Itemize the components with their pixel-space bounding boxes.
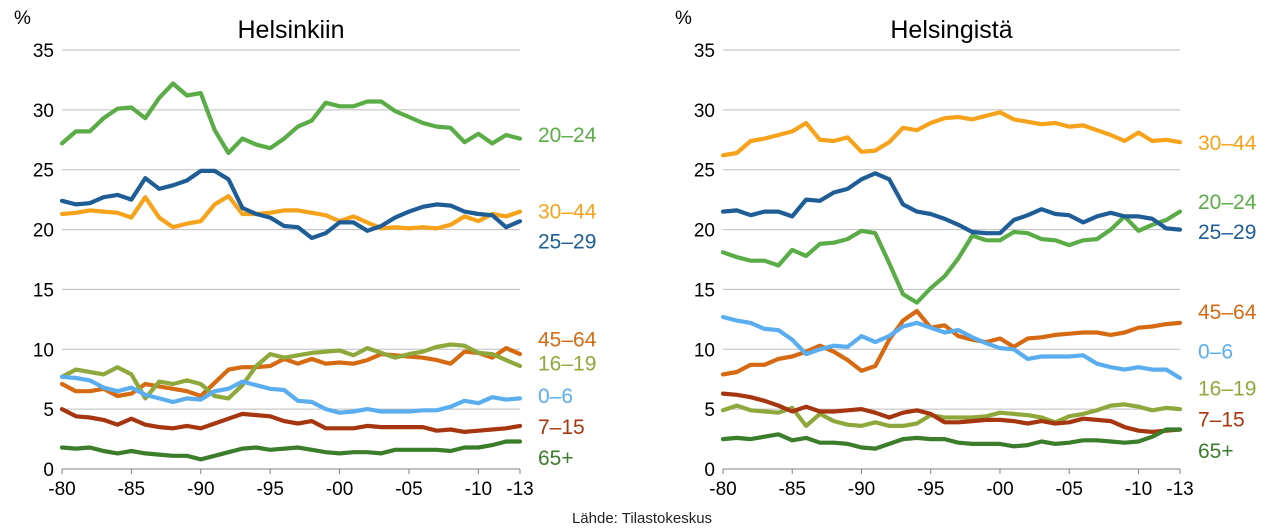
series-line (720, 209, 1183, 305)
x-tick-label: -85 (118, 479, 145, 500)
x-tick-label: -90 (187, 479, 214, 500)
series-label: 7–15 (1198, 409, 1245, 432)
chart-panel-1: 0 5 10 15 20 25 30 35 -80 -85 -90 -95 -00 -05 -10 -13 He… (14, 8, 597, 500)
series-line (720, 110, 1183, 158)
charts-canvas: 0 5 10 15 20 25 30 35 -80 -85 -90 -95 -00 -05 -10 -13 He… (14, 8, 1257, 500)
series-label: 45–64 (538, 329, 597, 352)
x-tick-label: -13 (1166, 479, 1193, 500)
y-tick-label: 10 (694, 340, 715, 361)
x-tick-label: -85 (779, 479, 806, 500)
series-label: 30–44 (1198, 132, 1257, 155)
series-label: 45–64 (1198, 301, 1257, 324)
series-line (59, 168, 523, 241)
series-label: 20–24 (538, 124, 597, 147)
series-line (59, 407, 523, 434)
y-tick-label: 20 (694, 221, 715, 242)
y-tick-label: 35 (33, 41, 54, 62)
x-tick-label: -00 (986, 479, 1013, 500)
y-tick-label: 25 (694, 161, 715, 182)
x-tick-label: -10 (1125, 479, 1152, 500)
series-line (720, 314, 1183, 381)
y-tick-label: 0 (43, 460, 54, 481)
series-line (59, 374, 523, 415)
chart-title: Helsingistä (890, 16, 1012, 44)
y-tick-label: 30 (694, 101, 715, 122)
y-tick-label: 0 (704, 460, 715, 481)
series-label: 0–6 (538, 385, 573, 408)
y-tick-label: 15 (694, 280, 715, 301)
series-label: 65+ (1198, 440, 1234, 463)
y-tick-label: 10 (33, 340, 54, 361)
series-label: 20–24 (1198, 191, 1257, 214)
y-tick-label: 35 (694, 41, 715, 62)
chart-title: Helsinkiin (238, 16, 345, 44)
series-line (720, 171, 1183, 236)
series-line (59, 81, 523, 156)
y-axis-label: % (675, 8, 692, 29)
series-label: 7–15 (538, 416, 585, 439)
x-tick-label: -80 (709, 479, 736, 500)
y-tick-label: 5 (704, 400, 715, 421)
source-note: Lähde: Tilastokeskus (571, 510, 713, 527)
series-line (720, 308, 1183, 377)
x-tick-label: -95 (256, 479, 283, 500)
y-tick-label: 5 (43, 400, 54, 421)
x-tick-label: -80 (48, 479, 75, 500)
series-line (720, 427, 1183, 451)
series-line (720, 391, 1183, 434)
y-axis-label: % (14, 8, 31, 29)
series-label: 65+ (538, 447, 574, 470)
series-label: 25–29 (1198, 221, 1256, 244)
series-line (59, 439, 523, 462)
y-tick-label: 20 (33, 221, 54, 242)
series-label: 25–29 (538, 230, 596, 253)
y-tick-label: 15 (33, 280, 54, 301)
series-label: 0–6 (1198, 340, 1233, 363)
x-tick-label: -05 (1055, 479, 1082, 500)
series-label: 16–19 (1198, 378, 1256, 401)
series-line (720, 402, 1183, 428)
x-tick-label: -00 (326, 479, 353, 500)
x-tick-label: -90 (848, 479, 875, 500)
series-label: 30–44 (538, 200, 597, 223)
series-label: 16–19 (538, 352, 596, 375)
chart-panel-2: 0 5 10 15 20 25 30 35 -80 -85 -90 -95 -00 -05 -10 -13 He… (675, 8, 1257, 500)
x-tick-label: -05 (395, 479, 422, 500)
x-tick-label: -95 (917, 479, 944, 500)
x-tick-label: -10 (465, 479, 492, 500)
series-line (59, 194, 523, 231)
series-line (59, 342, 523, 401)
y-tick-label: 30 (33, 101, 54, 122)
y-tick-label: 25 (33, 161, 54, 182)
x-tick-label: -13 (506, 479, 533, 500)
